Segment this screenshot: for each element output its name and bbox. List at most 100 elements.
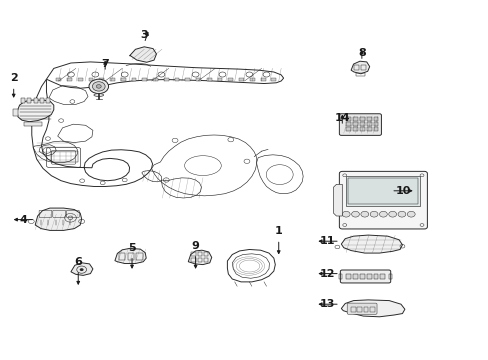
Bar xyxy=(185,78,190,81)
Bar xyxy=(228,78,233,81)
Bar xyxy=(206,78,211,81)
Polygon shape xyxy=(188,250,211,265)
Text: 10: 10 xyxy=(395,186,410,196)
Bar xyxy=(357,307,361,312)
Circle shape xyxy=(360,211,368,217)
Bar xyxy=(373,122,378,126)
Bar xyxy=(352,127,357,131)
Bar xyxy=(369,307,374,312)
Circle shape xyxy=(379,211,386,217)
Bar xyxy=(346,274,350,279)
Bar xyxy=(366,117,371,121)
Bar xyxy=(239,78,244,81)
Bar xyxy=(346,176,419,206)
Bar xyxy=(373,274,378,279)
Bar xyxy=(136,253,142,260)
Bar xyxy=(373,127,378,131)
Bar xyxy=(363,307,367,312)
Bar xyxy=(24,122,41,126)
Bar xyxy=(359,117,364,121)
Bar xyxy=(78,78,82,81)
Bar xyxy=(350,307,355,312)
Bar xyxy=(197,258,202,262)
Bar xyxy=(360,65,365,70)
Bar xyxy=(359,274,364,279)
Circle shape xyxy=(96,85,101,88)
Bar xyxy=(260,78,265,81)
Bar xyxy=(153,78,158,81)
Bar xyxy=(380,274,385,279)
Bar xyxy=(339,274,342,279)
Bar xyxy=(347,178,417,204)
Bar xyxy=(359,127,364,131)
Bar xyxy=(217,78,222,81)
FancyBboxPatch shape xyxy=(346,303,376,314)
Bar xyxy=(88,78,93,81)
Circle shape xyxy=(80,268,83,271)
Polygon shape xyxy=(129,47,156,62)
FancyBboxPatch shape xyxy=(339,114,381,135)
Bar xyxy=(56,78,61,81)
Circle shape xyxy=(388,211,396,217)
Bar xyxy=(346,122,350,126)
Bar xyxy=(197,252,202,256)
Circle shape xyxy=(342,211,349,217)
Bar xyxy=(21,98,25,103)
Bar xyxy=(373,117,378,121)
Text: 4: 4 xyxy=(19,215,27,225)
Bar xyxy=(346,117,350,121)
Polygon shape xyxy=(71,263,93,275)
Bar xyxy=(346,127,350,131)
Bar xyxy=(271,78,276,81)
Bar xyxy=(366,127,371,131)
Bar xyxy=(119,253,125,260)
Bar xyxy=(27,98,31,103)
Bar xyxy=(13,109,18,116)
Text: 11: 11 xyxy=(319,236,335,246)
Polygon shape xyxy=(17,100,54,122)
Bar xyxy=(67,78,72,81)
Circle shape xyxy=(351,211,359,217)
Bar xyxy=(34,98,38,103)
FancyBboxPatch shape xyxy=(340,270,390,283)
Text: 2: 2 xyxy=(10,73,18,84)
Polygon shape xyxy=(341,235,402,253)
Text: 3: 3 xyxy=(140,30,148,40)
Text: 5: 5 xyxy=(128,243,136,253)
Bar xyxy=(366,122,371,126)
Bar xyxy=(142,78,147,81)
Circle shape xyxy=(89,79,108,94)
Circle shape xyxy=(407,211,414,217)
Polygon shape xyxy=(333,184,342,216)
Bar xyxy=(203,252,208,256)
Bar xyxy=(359,122,364,126)
Bar xyxy=(131,78,136,81)
Polygon shape xyxy=(350,61,369,74)
Bar xyxy=(40,98,44,103)
Text: 12: 12 xyxy=(319,269,335,279)
Text: 14: 14 xyxy=(334,113,349,123)
Text: 8: 8 xyxy=(357,48,365,58)
Text: 6: 6 xyxy=(74,257,82,267)
Bar xyxy=(352,274,357,279)
Polygon shape xyxy=(341,300,404,317)
Bar xyxy=(191,258,195,262)
Bar xyxy=(355,73,364,76)
Bar xyxy=(121,78,125,81)
Bar xyxy=(51,151,78,162)
FancyBboxPatch shape xyxy=(339,171,427,229)
Text: 7: 7 xyxy=(101,59,109,69)
Bar xyxy=(352,122,357,126)
Circle shape xyxy=(369,211,377,217)
Bar xyxy=(110,78,115,81)
Bar xyxy=(99,78,104,81)
Text: 1: 1 xyxy=(274,226,282,237)
Bar xyxy=(249,78,254,81)
Bar xyxy=(174,78,179,81)
Text: 13: 13 xyxy=(319,299,335,309)
Bar xyxy=(388,274,391,279)
Bar xyxy=(127,253,134,260)
Bar xyxy=(352,117,357,121)
Bar xyxy=(196,78,201,81)
Bar xyxy=(163,78,168,81)
